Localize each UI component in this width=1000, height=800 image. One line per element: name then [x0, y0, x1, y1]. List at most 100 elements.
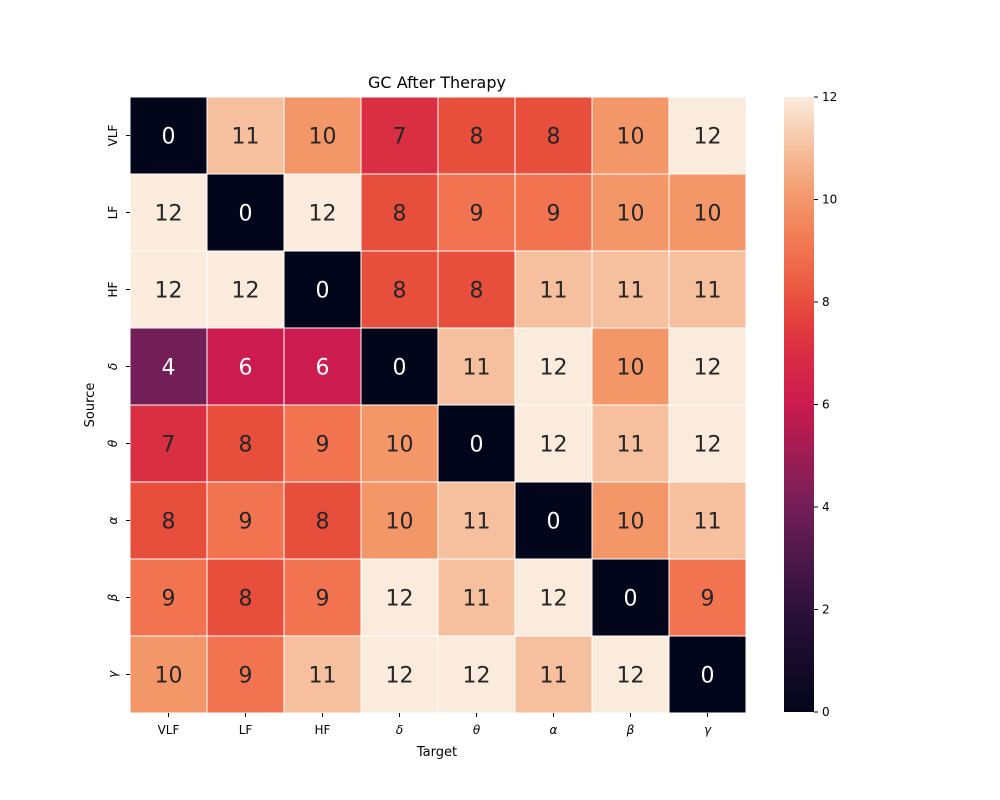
cell-value-label: 11: [232, 125, 260, 150]
y-tick-label: HF: [106, 281, 120, 297]
heatmap-cell: [591, 404, 670, 483]
heatmap-cell: [360, 404, 439, 483]
cell-value-label: 9: [547, 202, 561, 227]
colorbar-tick-label: 10: [822, 193, 837, 207]
cell-value-label: 11: [463, 510, 491, 535]
cell-value-label: 8: [239, 587, 253, 612]
colorbar-tick-label: 8: [822, 295, 830, 309]
y-tick-label: θ: [106, 439, 120, 447]
cell-value-label: 8: [162, 510, 176, 535]
cell-value-label: 12: [463, 664, 491, 689]
y-tick-label: LF: [106, 206, 120, 220]
heatmap-cell: [206, 481, 285, 560]
heatmap-cell: [437, 635, 516, 714]
cell-value-label: 10: [617, 356, 645, 381]
colorbar-tick-label: 4: [822, 500, 830, 514]
cell-value-label: 8: [393, 202, 407, 227]
cell-value-label: 12: [309, 202, 337, 227]
heatmap-cell: [437, 481, 516, 560]
heatmap-cell: [360, 250, 439, 329]
colorbar-ticks: 0 2 4 6 8 10 12: [814, 90, 837, 719]
cell-value-label: 9: [316, 433, 330, 458]
cell-value-label: 7: [393, 125, 407, 150]
heatmap-cell: [360, 173, 439, 252]
cell-value-label: 12: [694, 125, 722, 150]
cell-value-label: 9: [470, 202, 484, 227]
cell-value-label: 11: [617, 433, 645, 458]
cell-value-label: 11: [463, 356, 491, 381]
heatmap-cell: [591, 558, 670, 637]
x-tick-label: β: [626, 723, 635, 737]
colorbar-tick-label: 2: [822, 603, 830, 617]
y-tick-label: γ: [106, 670, 120, 678]
cell-value-label: 8: [547, 125, 561, 150]
cell-value-label: 12: [617, 664, 645, 689]
colorbar-tick-label: 0: [822, 705, 830, 719]
chart-title: GC After Therapy: [368, 73, 506, 92]
cell-value-label: 0: [470, 433, 484, 458]
heatmap-cell: [437, 96, 516, 175]
y-tick-label: α: [106, 516, 120, 524]
cell-value-label: 12: [694, 356, 722, 381]
heatmap-cell: [668, 173, 747, 252]
cell-value-label: 10: [309, 125, 337, 150]
heatmap-cell: [514, 250, 593, 329]
cell-value-label: 6: [239, 356, 253, 381]
cell-value-label: 0: [393, 356, 407, 381]
cell-value-label: 12: [694, 433, 722, 458]
cell-value-label: 11: [540, 664, 568, 689]
cell-value-label: 4: [162, 356, 176, 381]
cell-value-label: 0: [624, 587, 638, 612]
cell-value-label: 9: [162, 587, 176, 612]
heatmap-cell: [283, 250, 362, 329]
cell-value-label: 10: [694, 202, 722, 227]
cell-value-label: 11: [540, 279, 568, 304]
heatmap-cell: [283, 404, 362, 483]
colorbar-tick-label: 6: [822, 398, 830, 412]
cell-value-label: 9: [316, 587, 330, 612]
cell-value-label: 11: [694, 510, 722, 535]
cell-value-label: 11: [463, 587, 491, 612]
x-tick-label: LF: [239, 723, 253, 737]
heatmap-cell: [283, 558, 362, 637]
cell-value-label: 10: [617, 202, 645, 227]
cell-value-label: 8: [470, 125, 484, 150]
heatmap-cell: [437, 404, 516, 483]
cell-value-label: 8: [316, 510, 330, 535]
x-tick-label: δ: [396, 723, 403, 737]
cell-value-label: 0: [162, 125, 176, 150]
cell-value-label: 12: [232, 279, 260, 304]
y-tick-label: δ: [106, 363, 120, 370]
heatmap-cell: [591, 481, 670, 560]
cell-value-label: 0: [239, 202, 253, 227]
cell-value-label: 11: [694, 279, 722, 304]
heatmap-cell: [283, 96, 362, 175]
heatmap-cell: [668, 404, 747, 483]
heatmap-cell: [514, 404, 593, 483]
heatmap-cell: [283, 635, 362, 714]
cell-value-label: 6: [316, 356, 330, 381]
heatmap-cell: [437, 327, 516, 406]
heatmap-cell: [591, 327, 670, 406]
x-tick-label: VLF: [158, 723, 180, 737]
heatmap-cell: [129, 96, 208, 175]
cell-value-label: 9: [239, 510, 253, 535]
heatmap-cell: [437, 250, 516, 329]
heatmap-cell: [206, 96, 285, 175]
cell-value-label: 11: [617, 279, 645, 304]
x-tick-label: θ: [473, 723, 481, 737]
x-axis-label: Target: [416, 745, 457, 760]
heatmap-cell: [668, 481, 747, 560]
heatmap-cell: [437, 173, 516, 252]
heatmap-cell: [514, 173, 593, 252]
cell-value-label: 10: [617, 125, 645, 150]
heatmap-cell: [206, 173, 285, 252]
heatmap-cell: [514, 96, 593, 175]
heatmap-cell: [206, 558, 285, 637]
cell-value-label: 10: [386, 510, 414, 535]
cell-value-label: 11: [309, 664, 337, 689]
heatmap-cell: [129, 327, 208, 406]
cell-value-label: 8: [393, 279, 407, 304]
heatmap-cell: [283, 327, 362, 406]
heatmap-cell: [591, 250, 670, 329]
